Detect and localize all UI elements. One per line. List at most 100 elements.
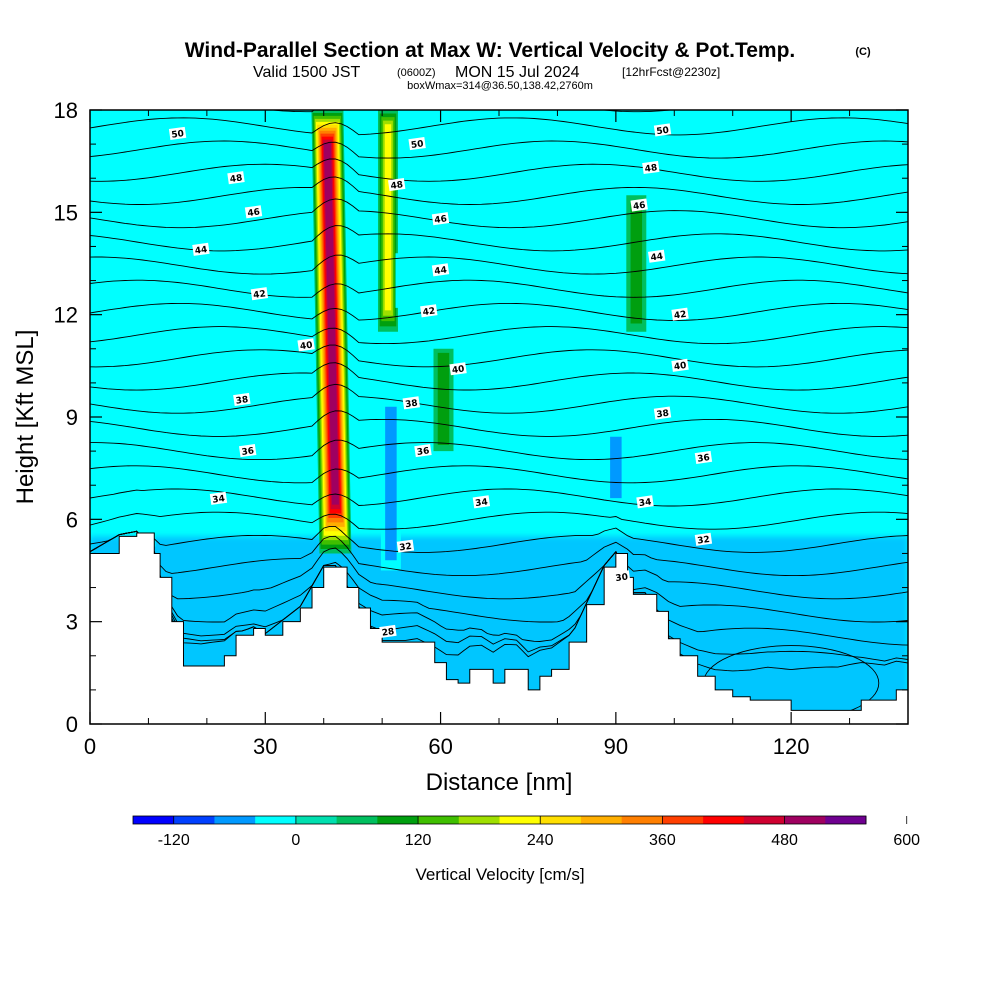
contour-label-text: 40 [673, 361, 687, 373]
contour-label: 46 [431, 212, 450, 226]
colorbar-swatch [133, 816, 175, 824]
contour-label-text: 44 [194, 245, 208, 257]
y-tick-label: 9 [66, 405, 78, 430]
contour-label-bg [647, 249, 666, 263]
velocity-contour-fill [323, 142, 339, 505]
contour-label: 38 [233, 392, 251, 407]
contour-label-bg [209, 491, 228, 505]
y-tick-label: 3 [66, 610, 78, 635]
colorbar-swatch [214, 816, 256, 824]
velocity-contour-fill [630, 200, 643, 324]
theta-contour-line [90, 117, 908, 136]
contour-label-bg [227, 171, 245, 185]
velocity-band [717, 132, 740, 657]
updraft-column [311, 110, 352, 554]
colorbar-swatch [173, 816, 215, 824]
velocity-band [152, 139, 182, 591]
colorbar-tick-label: 120 [405, 832, 432, 849]
colorbar-swatch [336, 816, 378, 824]
contour-label: 34 [636, 495, 654, 509]
colorbar-swatch [540, 816, 582, 824]
velocity-contour-fill [437, 352, 450, 445]
valid-date: MON 15 Jul 2024 [455, 64, 580, 81]
contour-label-text: 38 [405, 399, 419, 411]
colorbar-frame [132, 815, 867, 825]
contour-label: 36 [694, 450, 713, 465]
velocity-band [903, 125, 908, 604]
valid-prefix: Valid 1500 JST [253, 64, 361, 81]
contour-label-text: 48 [644, 163, 658, 175]
contour-label-bg [250, 287, 269, 301]
velocity-contour-fill [384, 124, 392, 311]
colorbar-swatch [255, 816, 297, 824]
theta-contour-line [90, 530, 908, 646]
theta-contour-line [90, 410, 908, 437]
contour-label-bg [431, 263, 450, 277]
x-tick-label: 60 [428, 734, 452, 759]
contour-label-bg [238, 444, 257, 458]
contour-label: 42 [671, 307, 689, 321]
contour-label-text: 46 [632, 201, 646, 213]
contour-label-text: 44 [434, 265, 448, 277]
contour-label-text: 50 [656, 126, 670, 138]
forecast-info: [12hrFcst@2230z] [622, 65, 720, 79]
y-tick-label: 15 [54, 200, 78, 225]
contour-label-bg [414, 444, 432, 458]
contour-label-text: 38 [235, 395, 249, 407]
colorbar-tick-label: 360 [649, 832, 676, 849]
theta-contour-line [90, 362, 908, 391]
x-tick-label: 120 [773, 734, 810, 759]
theta-contour-line [268, 110, 675, 113]
contour-label: 38 [402, 396, 420, 411]
contour-label-bg [408, 137, 426, 151]
contour-label-text: 28 [381, 627, 395, 639]
contour-label-bg [694, 450, 713, 464]
theta-contour-line [90, 530, 908, 600]
contour-label: 44 [192, 242, 210, 257]
colorbar-swatch [499, 816, 541, 824]
y-tick-label: 12 [54, 303, 78, 328]
colorbar-swatch [825, 816, 867, 824]
contour-label-text: 30 [615, 572, 629, 584]
colorbar-tick-label: -120 [158, 832, 190, 849]
contour-label-bg [694, 532, 713, 546]
contour-label-bg [431, 212, 450, 226]
contour-label-bg [396, 539, 415, 553]
theta-contour-line [90, 254, 908, 275]
y-axis-label: Height [Kft MSL] [12, 330, 39, 505]
colorbar-tick-label: 240 [527, 832, 554, 849]
field-texture [90, 119, 908, 724]
downdraft-column [605, 434, 626, 503]
colorbar-tick-label: 0 [291, 832, 300, 849]
theta-contour-line [90, 198, 908, 229]
contour-label: 50 [653, 123, 672, 138]
contour-label: 42 [420, 304, 438, 318]
colorbar-tick-label: 600 [893, 832, 920, 849]
velocity-contour-fill [395, 253, 416, 308]
contour-label: 50 [408, 137, 426, 151]
y-tick-label: 6 [66, 507, 78, 532]
contour-label-text: 36 [416, 446, 430, 458]
updraft-column [626, 195, 647, 332]
contour-label: 48 [387, 177, 406, 192]
contour-label-text: 34 [475, 497, 489, 509]
colorbar-swatch [418, 816, 460, 824]
contour-label: 48 [642, 160, 660, 175]
theta-contour-line [90, 511, 908, 530]
contour-label-text: 48 [229, 173, 243, 185]
contour-label-text: 32 [399, 542, 413, 554]
contour-label-bg [653, 406, 672, 420]
contour-label-bg [642, 160, 660, 175]
chart-title: Wind-Parallel Section at Max W: Vertical… [185, 39, 796, 62]
contour-label-bg [387, 177, 406, 192]
x-tick-label: 90 [604, 734, 628, 759]
contour-label-bg [636, 495, 654, 509]
contour-label-bg [402, 396, 420, 410]
velocity-band [529, 160, 551, 650]
colorbar-title: Vertical Velocity [cm/s] [415, 865, 584, 884]
velocity-contour-fill [385, 406, 397, 561]
theta-contour-line [90, 140, 908, 159]
contour-label: 42 [250, 287, 269, 301]
theta-contour-line [90, 176, 908, 205]
